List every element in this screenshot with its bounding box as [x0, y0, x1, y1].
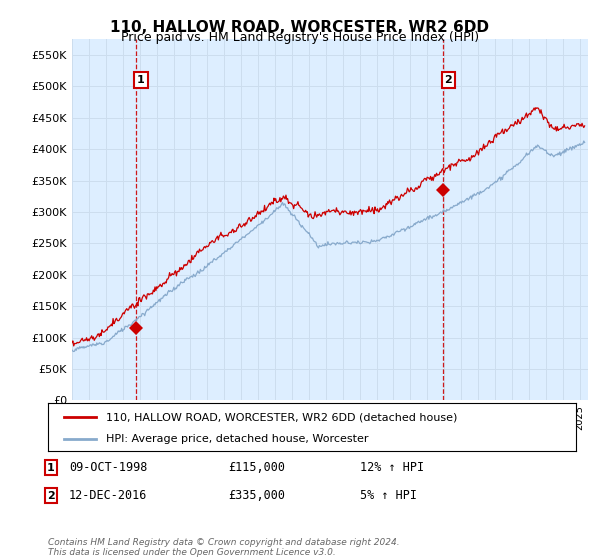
Text: 12% ↑ HPI: 12% ↑ HPI	[360, 461, 424, 474]
Text: 2: 2	[47, 491, 55, 501]
Text: HPI: Average price, detached house, Worcester: HPI: Average price, detached house, Worc…	[106, 434, 368, 444]
Text: 1: 1	[47, 463, 55, 473]
Text: £115,000: £115,000	[228, 461, 285, 474]
Text: 2: 2	[445, 75, 452, 85]
Text: 110, HALLOW ROAD, WORCESTER, WR2 6DD (detached house): 110, HALLOW ROAD, WORCESTER, WR2 6DD (de…	[106, 413, 457, 422]
Text: 110, HALLOW ROAD, WORCESTER, WR2 6DD: 110, HALLOW ROAD, WORCESTER, WR2 6DD	[110, 20, 490, 35]
Text: Contains HM Land Registry data © Crown copyright and database right 2024.
This d: Contains HM Land Registry data © Crown c…	[48, 538, 400, 557]
Text: 12-DEC-2016: 12-DEC-2016	[69, 489, 148, 502]
Text: 1: 1	[137, 75, 145, 85]
Text: £335,000: £335,000	[228, 489, 285, 502]
Text: Price paid vs. HM Land Registry's House Price Index (HPI): Price paid vs. HM Land Registry's House …	[121, 31, 479, 44]
Text: 09-OCT-1998: 09-OCT-1998	[69, 461, 148, 474]
Text: 5% ↑ HPI: 5% ↑ HPI	[360, 489, 417, 502]
